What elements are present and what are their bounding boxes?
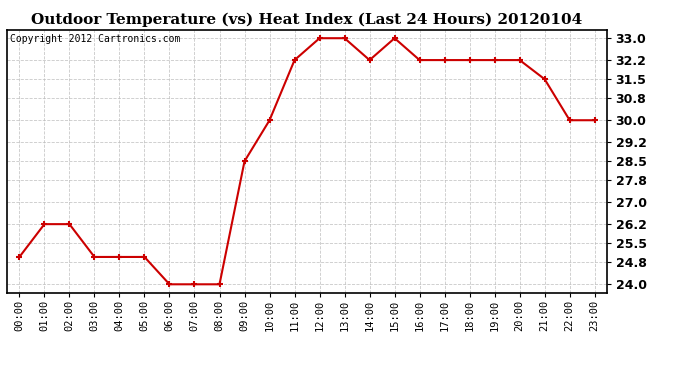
Text: Copyright 2012 Cartronics.com: Copyright 2012 Cartronics.com (10, 34, 180, 44)
Title: Outdoor Temperature (vs) Heat Index (Last 24 Hours) 20120104: Outdoor Temperature (vs) Heat Index (Las… (32, 13, 582, 27)
